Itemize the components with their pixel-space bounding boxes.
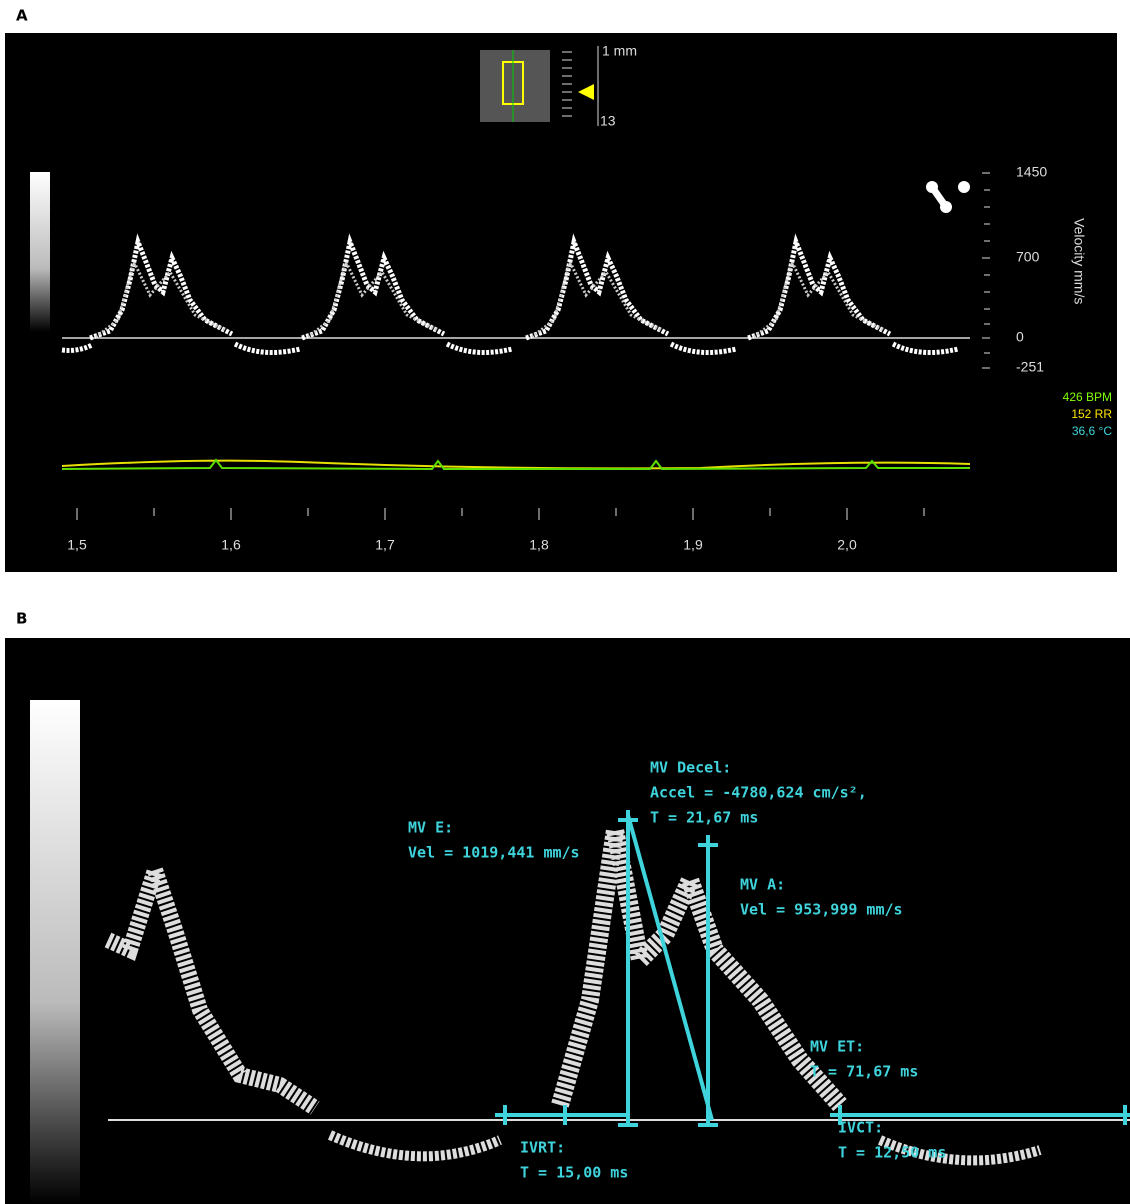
thumbnail	[480, 50, 550, 122]
velocity-ruler	[982, 172, 990, 369]
time-tick: 1,8	[529, 537, 549, 553]
velocity-axis-title: Velocity mm/s	[1071, 218, 1087, 304]
heart-rate: 426 BPM	[1063, 390, 1112, 404]
measurement-calipers	[495, 810, 1130, 1127]
depth-ruler	[562, 46, 599, 126]
time-tick: 2,0	[837, 537, 857, 553]
measurement-value: Accel = -4780,624 cm/s²,	[650, 784, 867, 802]
velocity-tick: -251	[1016, 359, 1044, 375]
measurement-title: MV A:	[740, 876, 785, 894]
measurement-title: MV ET:	[810, 1038, 864, 1056]
measurement-title: IVRT:	[520, 1139, 565, 1157]
measurement-title: MV Decel:	[650, 759, 731, 777]
panel-a-background	[5, 33, 1117, 572]
measurement-value: Vel = 1019,441 mm/s	[408, 844, 580, 862]
velocity-tick: 1450	[1016, 164, 1047, 180]
ecg-trace	[61, 458, 970, 471]
time-tick: 1,9	[683, 537, 703, 553]
doppler-trace	[104, 828, 1042, 1166]
gray-scale	[30, 700, 80, 1204]
measurement-title: IVCT:	[838, 1119, 883, 1137]
gray-scale	[30, 172, 50, 332]
scale-top: 1 mm	[602, 43, 637, 59]
icon	[926, 181, 970, 213]
velocity-tick: 700	[1016, 249, 1040, 265]
measurement-value: T = 15,00 ms	[520, 1164, 628, 1182]
doppler-dip	[61, 342, 94, 353]
time-tick: 1,6	[221, 537, 241, 553]
respiration-trace	[61, 459, 971, 470]
temperature: 36,6 °C	[1072, 424, 1112, 438]
time-tick: 1,7	[375, 537, 395, 553]
measurement-value: T = 21,67 ms	[650, 809, 758, 827]
velocity-tick: 0	[1016, 329, 1024, 345]
measurement-title: MV E:	[408, 819, 453, 837]
time-tick: 1,5	[67, 537, 87, 553]
time-ruler	[76, 508, 925, 520]
measurement-value: T = 71,67 ms	[810, 1063, 918, 1081]
panel-label: A	[16, 7, 28, 25]
panel-label: B	[16, 610, 27, 628]
measurement-value: Vel = 953,999 mm/s	[740, 901, 903, 919]
panel-b-background	[5, 638, 1130, 1204]
depth-marker	[578, 84, 594, 100]
respiration: 152 RR	[1071, 407, 1112, 421]
measurement-value: T = 12,50 ms	[838, 1144, 946, 1162]
scale-bottom: 13	[600, 113, 616, 129]
